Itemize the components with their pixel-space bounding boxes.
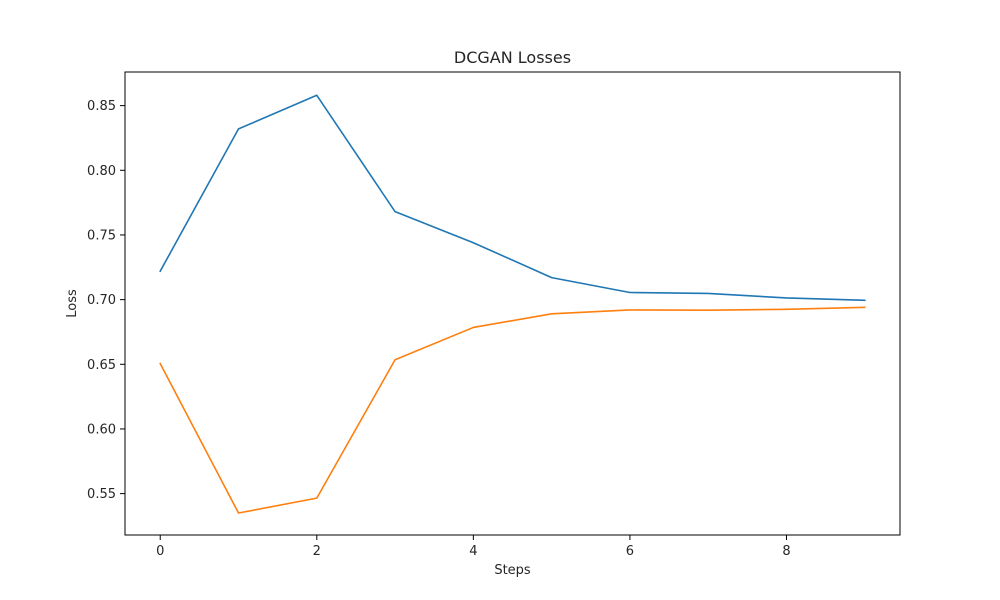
- plot-frame: [124, 71, 901, 536]
- x-tick-label: 2: [313, 544, 321, 559]
- x-axis: 0 2 4 6 8: [156, 535, 791, 559]
- x-tick-label: 0: [156, 544, 164, 559]
- y-axis-title: Loss: [65, 289, 80, 318]
- y-tick-label: 0.60: [87, 422, 116, 437]
- chart-title: DCGAN Losses: [454, 48, 571, 67]
- x-tick-label: 4: [469, 544, 477, 559]
- y-tick-label: 0.80: [87, 164, 116, 179]
- x-tick-label: 8: [782, 544, 790, 559]
- y-tick-label: 0.85: [87, 99, 116, 114]
- y-tick-label: 0.65: [87, 358, 116, 373]
- series-line-2: [159, 306, 866, 514]
- x-tick-label: 6: [626, 544, 634, 559]
- series-line-1: [159, 94, 866, 302]
- x-axis-title: Steps: [494, 563, 531, 578]
- y-axis: 0.55 0.60 0.65 0.70 0.75 0.80 0.85: [87, 99, 125, 502]
- y-tick-label: 0.55: [87, 487, 116, 502]
- series-layer: [159, 94, 866, 514]
- y-tick-label: 0.70: [87, 293, 116, 308]
- y-tick-label: 0.75: [87, 228, 116, 243]
